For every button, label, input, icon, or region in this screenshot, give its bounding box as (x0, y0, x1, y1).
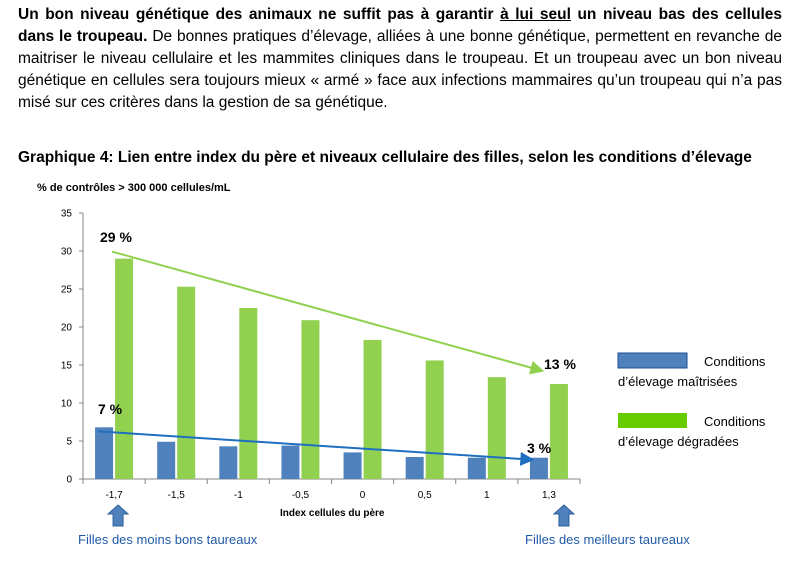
x-tick-label: -0,5 (292, 490, 310, 501)
label-green-end: 13 % (544, 356, 576, 372)
annotation-right: Filles des meilleurs taureaux (525, 532, 690, 547)
label-green-start: 29 % (100, 229, 132, 245)
x-tick-label: -1,5 (168, 490, 186, 501)
figure-heading: Graphique 4: Lien entre index du père et… (18, 149, 752, 166)
bar-maitrisees (529, 457, 548, 479)
intro-bold-underlined: à lui seul (500, 6, 571, 23)
legend-label-maitrisees: Conditions d’élevage maîtrisées (618, 354, 766, 389)
legend-text-maitrisees: Conditions d’élevage maîtrisées (618, 352, 788, 392)
bar-degradees (115, 258, 134, 479)
label-blue-start: 7 % (98, 401, 123, 417)
x-tick-label: 0 (360, 490, 366, 501)
y-tick-label: 5 (66, 437, 72, 448)
legend-swatch-maitrisees (617, 352, 688, 369)
legend-swatch-degradees (618, 413, 687, 428)
bar-degradees (301, 320, 320, 479)
legend-label-degradees: Conditions d’élevage dégradées (618, 414, 766, 449)
bar-degradees (363, 339, 382, 479)
x-tick-label: 1 (484, 490, 490, 501)
bar-degradees (425, 360, 444, 479)
y-tick-label: 20 (61, 323, 73, 334)
y-axis-title: % de contrôles > 300 000 cellules/mL (37, 182, 231, 194)
legend-text-degradees: Conditions d’élevage dégradées (618, 412, 788, 452)
label-blue-end: 3 % (527, 440, 552, 456)
x-tick-label: 1,3 (542, 490, 556, 501)
intro-bold-lead: Un bon niveau génétique des animaux ne s… (18, 6, 494, 23)
x-axis-title: Index cellules du père (280, 508, 385, 519)
x-tick-label: -1 (234, 490, 243, 501)
intro-bold-tail: un niveau bas des cellules dans le troup… (18, 6, 782, 45)
intro-paragraph: Un bon niveau génétique des animaux ne s… (18, 4, 782, 114)
up-arrow-icon-right (552, 504, 576, 527)
bar-degradees (549, 384, 568, 479)
y-tick-label: 35 (61, 209, 73, 220)
x-tick-label: -1,7 (105, 490, 123, 501)
bar-maitrisees (157, 441, 176, 479)
y-tick-label: 30 (61, 247, 73, 258)
y-tick-label: 0 (66, 475, 72, 486)
bar-degradees (487, 377, 506, 479)
bar-maitrisees (219, 446, 238, 479)
trend-arrow-degradees (111, 250, 545, 375)
up-arrow-icon-left (106, 504, 130, 527)
bar-maitrisees (281, 445, 300, 479)
intro-body: De bonnes pratiques d’élevage, alliées à… (18, 28, 782, 111)
y-tick-label: 25 (61, 285, 73, 296)
bar-degradees (239, 308, 258, 479)
bar-maitrisees (343, 452, 362, 479)
bar-degradees (177, 286, 196, 479)
y-tick-label: 10 (61, 399, 73, 410)
trend-arrow-maitrisees (97, 430, 535, 466)
bar-maitrisees (467, 457, 486, 479)
bar-maitrisees (95, 427, 114, 479)
annotation-left: Filles des moins bons taureaux (78, 532, 258, 547)
bar-maitrisees (405, 456, 424, 479)
y-tick-label: 15 (61, 361, 73, 372)
x-tick-label: 0,5 (418, 490, 432, 501)
